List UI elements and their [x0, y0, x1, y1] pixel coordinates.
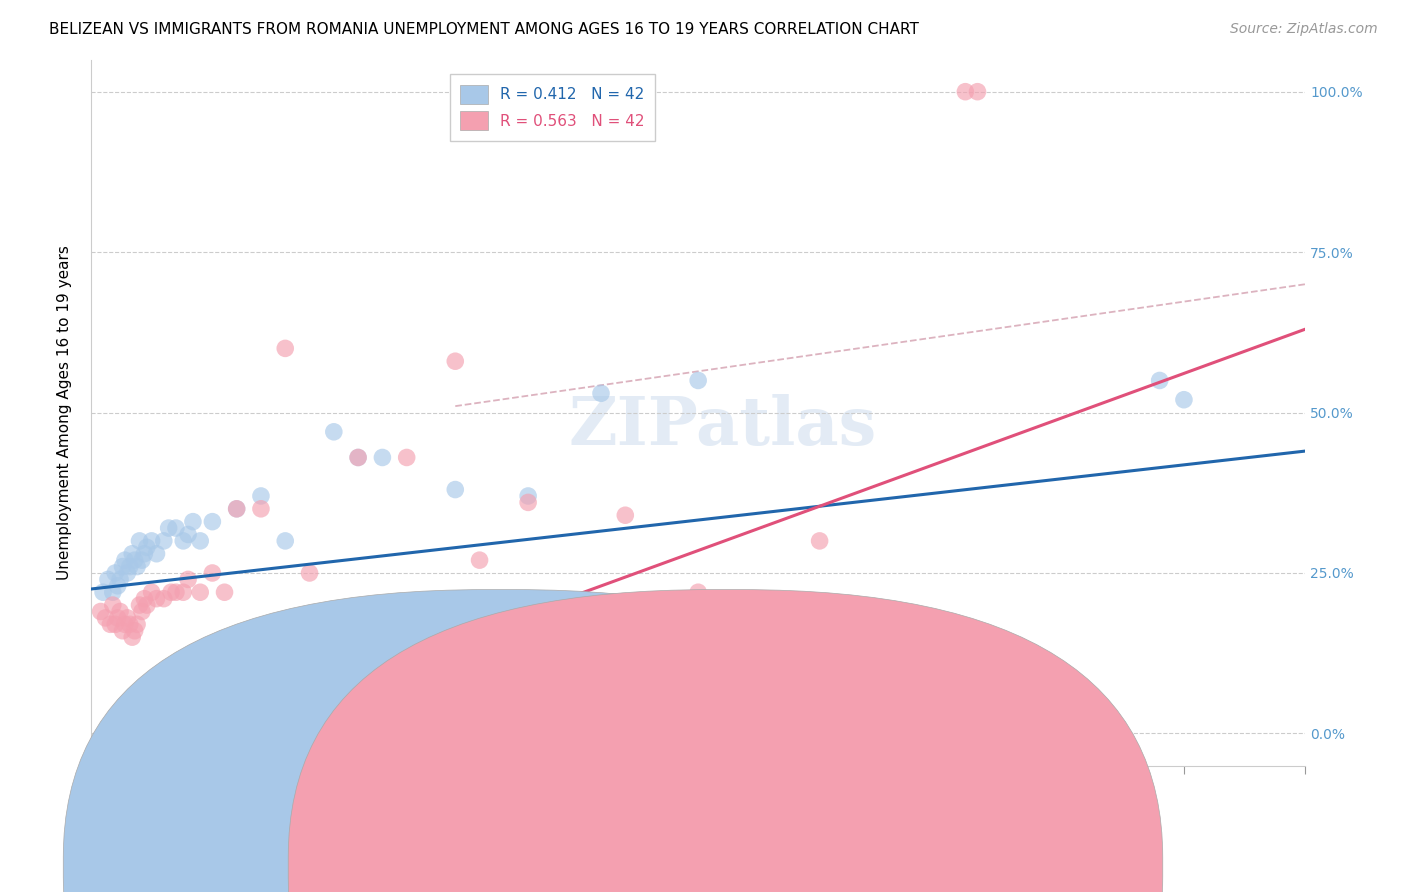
Point — [172, 585, 194, 599]
Point — [250, 501, 273, 516]
Point — [274, 533, 297, 548]
Point — [135, 598, 157, 612]
Point — [188, 585, 211, 599]
Point — [121, 630, 143, 644]
Point — [114, 617, 136, 632]
Y-axis label: Unemployment Among Ages 16 to 19 years: Unemployment Among Ages 16 to 19 years — [58, 245, 72, 580]
Point — [444, 483, 467, 497]
Point — [214, 585, 236, 599]
Point — [141, 585, 163, 599]
Point — [98, 617, 121, 632]
Point — [124, 624, 146, 638]
Point — [152, 591, 174, 606]
Point — [104, 617, 127, 632]
Point — [141, 533, 163, 548]
Point — [101, 598, 124, 612]
Point — [107, 611, 129, 625]
Point — [188, 533, 211, 548]
Point — [468, 553, 491, 567]
Point — [117, 611, 139, 625]
Point — [322, 425, 344, 439]
Point — [118, 559, 141, 574]
Point — [160, 585, 183, 599]
Point — [298, 566, 321, 580]
Point — [101, 585, 124, 599]
Point — [111, 624, 134, 638]
Point — [108, 605, 131, 619]
Point — [274, 342, 297, 356]
Point — [177, 527, 200, 541]
Point — [131, 605, 153, 619]
Point — [125, 559, 148, 574]
Point — [250, 489, 273, 503]
Point — [165, 585, 187, 599]
Point — [1149, 374, 1171, 388]
Point — [688, 585, 710, 599]
Point — [125, 617, 148, 632]
Point — [117, 566, 139, 580]
Point — [225, 501, 247, 516]
Point — [152, 533, 174, 548]
Point — [347, 450, 370, 465]
Text: Immigrants from Romania: Immigrants from Romania — [749, 860, 931, 874]
Point — [124, 553, 146, 567]
Point — [444, 354, 467, 368]
Point — [131, 553, 153, 567]
Text: ZIPatlas: ZIPatlas — [568, 394, 876, 459]
Point — [91, 585, 114, 599]
Point — [94, 611, 117, 625]
Point — [298, 617, 321, 632]
Point — [1173, 392, 1195, 407]
Point — [134, 547, 156, 561]
Point — [614, 508, 637, 523]
Point — [201, 566, 224, 580]
Point — [172, 533, 194, 548]
Point — [134, 591, 156, 606]
Point — [225, 501, 247, 516]
Point — [517, 489, 540, 503]
Point — [97, 573, 120, 587]
Text: Source: ZipAtlas.com: Source: ZipAtlas.com — [1230, 22, 1378, 37]
Point — [517, 495, 540, 509]
Text: 5.0%: 5.0% — [299, 812, 333, 825]
Point — [90, 605, 112, 619]
Text: Immigrants from Romania: Immigrants from Romania — [790, 829, 972, 843]
Point — [688, 374, 710, 388]
Point — [165, 521, 187, 535]
Point — [104, 566, 127, 580]
Point — [371, 450, 394, 465]
Point — [177, 573, 200, 587]
Point — [118, 617, 141, 632]
Point — [107, 579, 129, 593]
Point — [157, 521, 180, 535]
Point — [128, 533, 150, 548]
Point — [808, 533, 831, 548]
Point — [114, 553, 136, 567]
Point — [832, 649, 855, 664]
Point — [145, 547, 167, 561]
Point — [201, 515, 224, 529]
Point — [145, 591, 167, 606]
Point — [108, 573, 131, 587]
Point — [395, 450, 418, 465]
Point — [589, 386, 612, 401]
Text: Belizeans: Belizeans — [665, 829, 731, 843]
Text: BELIZEAN VS IMMIGRANTS FROM ROMANIA UNEMPLOYMENT AMONG AGES 16 TO 19 YEARS CORRE: BELIZEAN VS IMMIGRANTS FROM ROMANIA UNEM… — [49, 22, 920, 37]
Point — [121, 547, 143, 561]
Point — [135, 541, 157, 555]
Text: 0.0%: 0.0% — [91, 812, 127, 825]
Point — [181, 515, 204, 529]
Text: Belizeans: Belizeans — [523, 860, 589, 874]
Point — [955, 85, 977, 99]
Legend: R = 0.412   N = 42, R = 0.563   N = 42: R = 0.412 N = 42, R = 0.563 N = 42 — [450, 74, 655, 141]
Point — [347, 450, 370, 465]
Point — [966, 85, 988, 99]
Point — [111, 559, 134, 574]
Point — [128, 598, 150, 612]
Point — [468, 617, 491, 632]
